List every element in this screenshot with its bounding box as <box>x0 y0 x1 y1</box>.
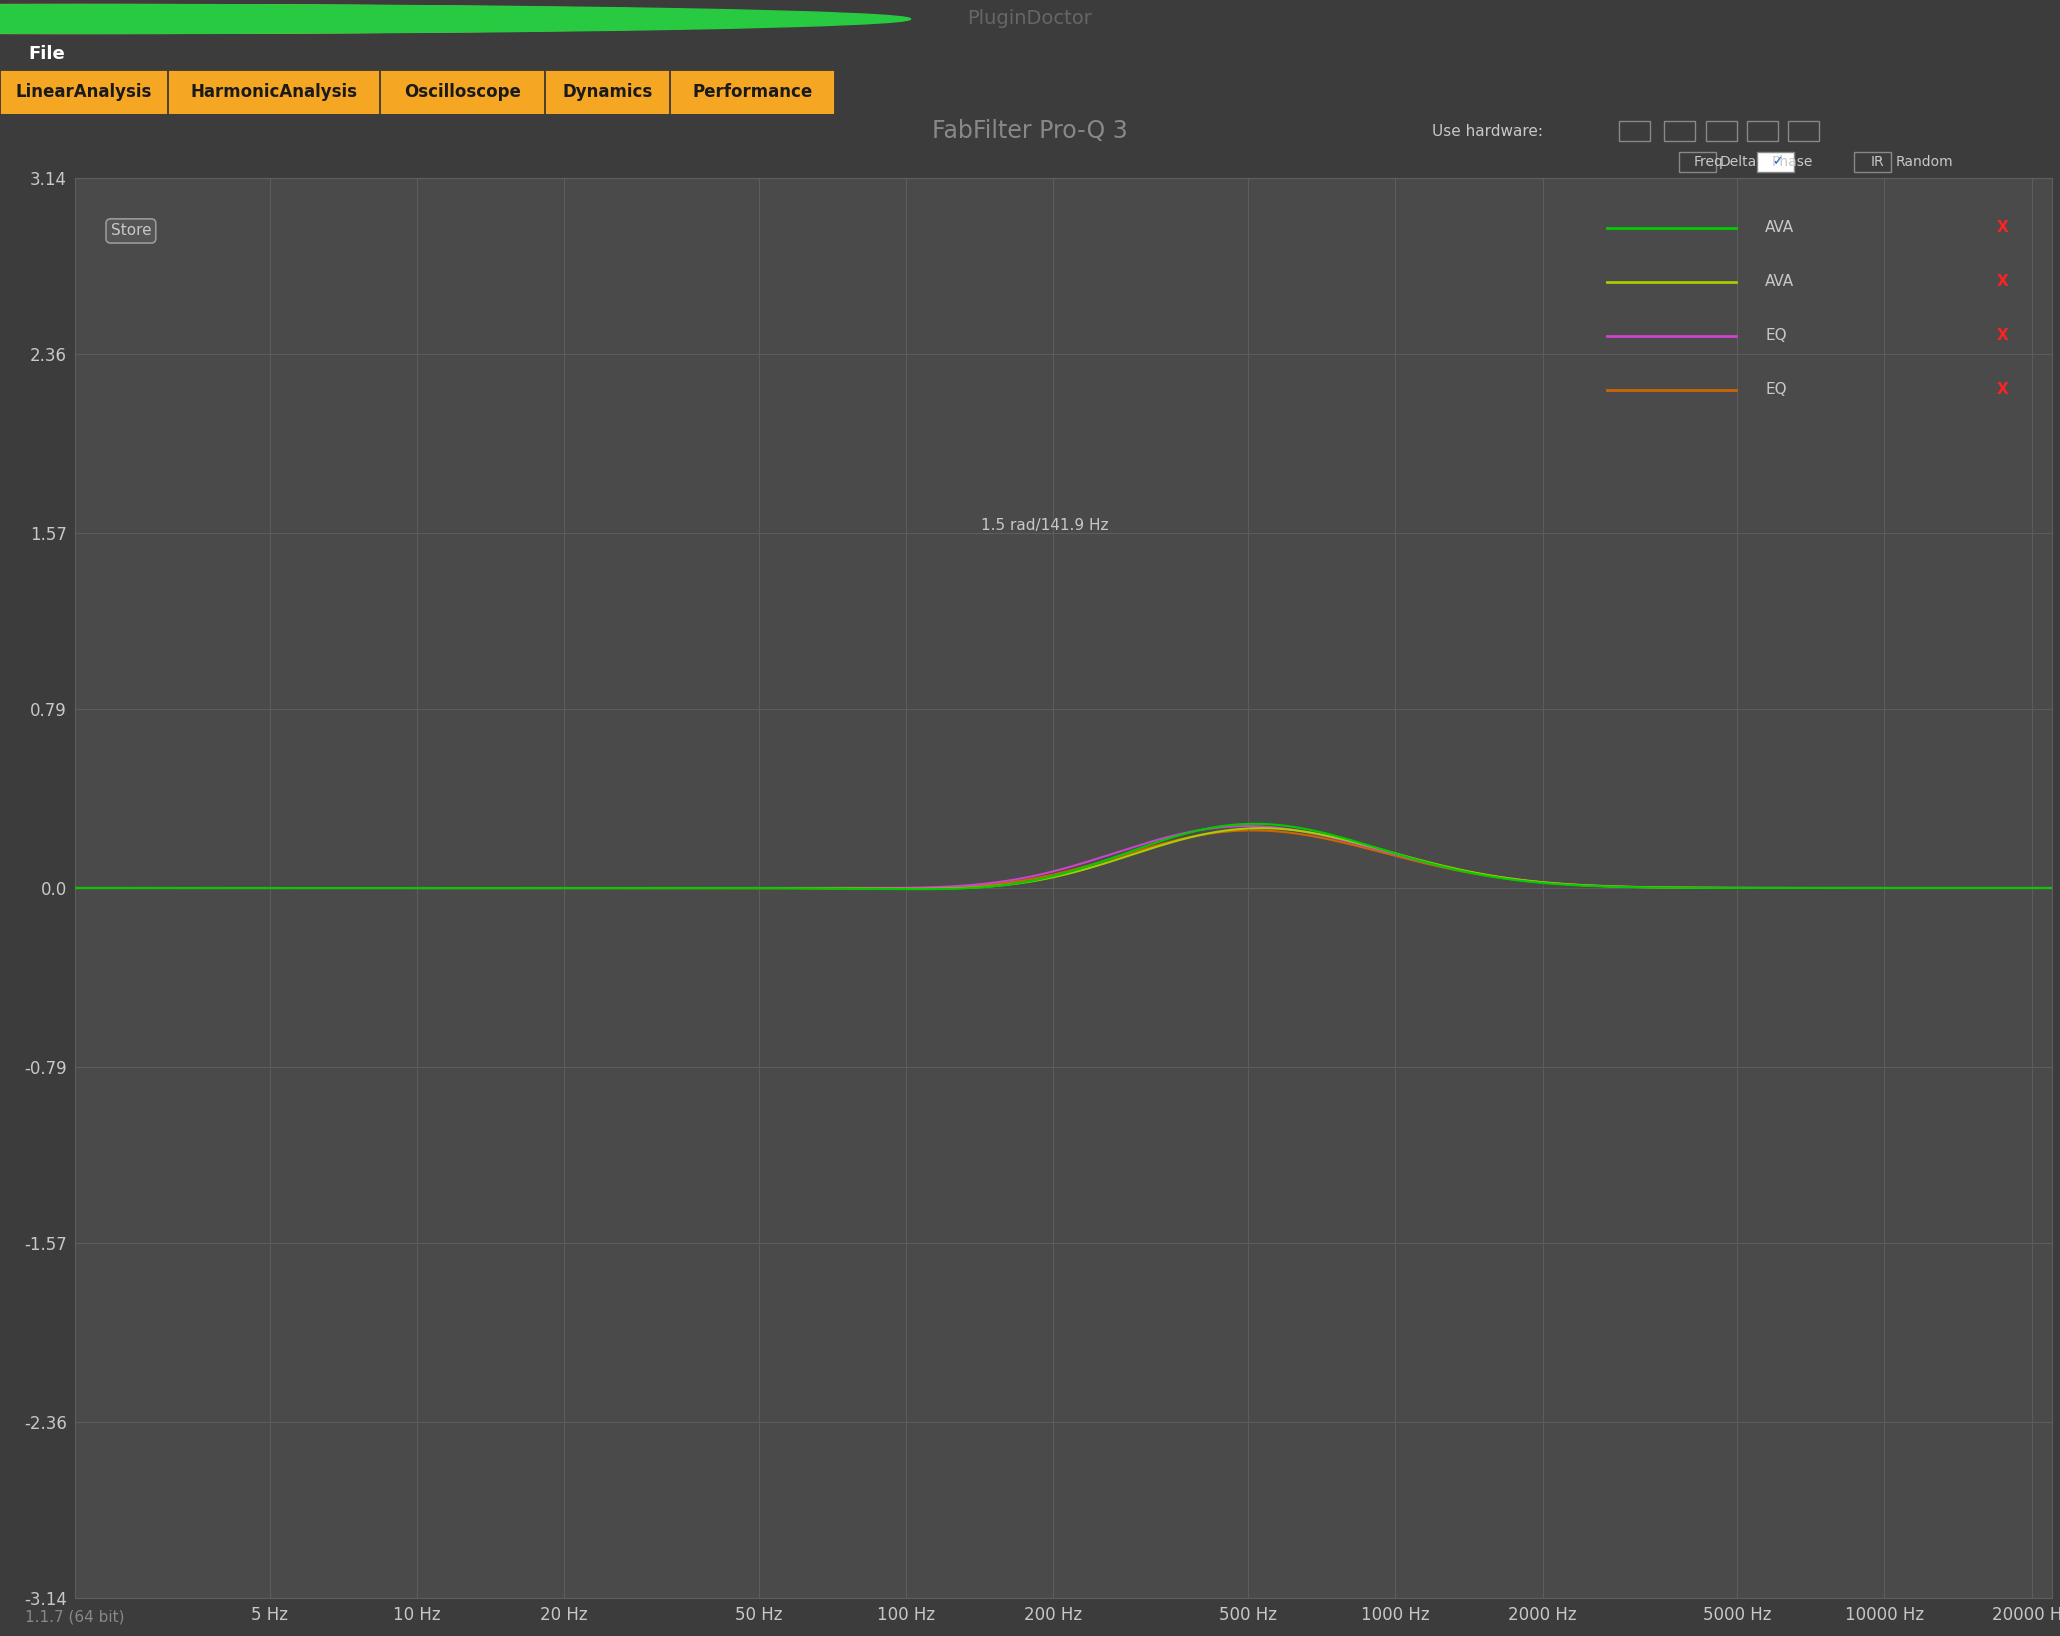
Text: FabFilter Pro-Q 3: FabFilter Pro-Q 3 <box>931 119 1129 142</box>
Text: Delta: Delta <box>1720 155 1757 169</box>
Text: ✓: ✓ <box>1772 155 1784 169</box>
Text: X: X <box>1996 383 2008 398</box>
Bar <box>546 70 670 115</box>
Text: Store: Store <box>111 224 150 239</box>
Text: 1.5 rad/141.9 Hz: 1.5 rad/141.9 Hz <box>981 519 1108 533</box>
Bar <box>1854 152 1891 172</box>
Text: AVA: AVA <box>1765 221 1794 236</box>
Bar <box>379 70 544 115</box>
Circle shape <box>0 5 911 33</box>
Circle shape <box>0 5 869 33</box>
Text: X: X <box>1996 329 2008 344</box>
Bar <box>1747 121 1778 141</box>
Text: AVA: AVA <box>1765 275 1794 290</box>
Text: Freq: Freq <box>1693 155 1724 169</box>
Text: X: X <box>1996 221 2008 236</box>
Bar <box>1664 121 1695 141</box>
Text: Dynamics: Dynamics <box>562 83 653 101</box>
Bar <box>1757 152 1794 172</box>
Circle shape <box>0 5 828 33</box>
Text: Oscilloscope: Oscilloscope <box>404 83 521 101</box>
Text: HarmonicAnalysis: HarmonicAnalysis <box>190 83 358 101</box>
Text: Random: Random <box>1895 155 1953 169</box>
Text: X: X <box>1996 275 2008 290</box>
Text: EQ: EQ <box>1765 329 1786 344</box>
Text: EQ: EQ <box>1765 383 1786 398</box>
Bar <box>169 70 379 115</box>
Bar <box>1788 121 1819 141</box>
Bar <box>1679 152 1716 172</box>
Text: Phase: Phase <box>1772 155 1813 169</box>
Bar <box>1619 121 1650 141</box>
Text: 1.1.7 (64 bit): 1.1.7 (64 bit) <box>25 1610 124 1625</box>
Text: Performance: Performance <box>692 83 812 101</box>
Text: File: File <box>29 46 66 64</box>
Bar <box>670 70 834 115</box>
Text: IR: IR <box>1870 155 1885 169</box>
Text: LinearAnalysis: LinearAnalysis <box>16 83 152 101</box>
Text: Use hardware:: Use hardware: <box>1432 123 1543 139</box>
Text: PluginDoctor: PluginDoctor <box>968 10 1092 28</box>
Bar <box>0 70 167 115</box>
Bar <box>1706 121 1737 141</box>
